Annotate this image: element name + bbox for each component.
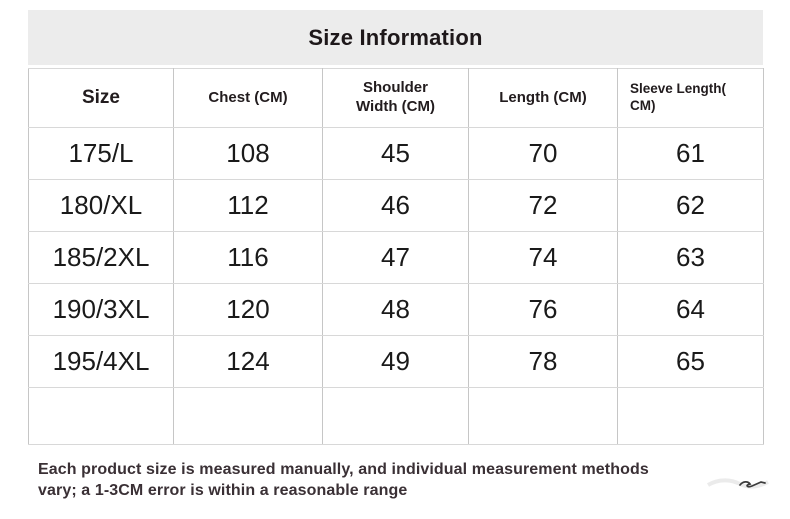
cell-chest: 124 <box>173 335 323 388</box>
cell-sleeve: 63 <box>617 231 764 284</box>
column-header-length: Length (CM) <box>468 68 618 128</box>
cell-chest: 112 <box>173 179 323 232</box>
size-table: Size Chest (CM) Shoulder Width (CM) Leng… <box>28 68 764 445</box>
cell-shoulder: 46 <box>322 179 469 232</box>
cell-chest <box>173 387 323 445</box>
cell-shoulder: 47 <box>322 231 469 284</box>
cell-size: 195/4XL <box>28 335 174 388</box>
title-bar: Size Information <box>28 10 763 65</box>
column-header-sleeve-length: Sleeve Length( CM) <box>617 68 764 128</box>
table-row-empty <box>28 387 764 445</box>
cell-length: 74 <box>468 231 618 284</box>
cell-sleeve: 64 <box>617 283 764 336</box>
table-row: 175/L 108 45 70 61 <box>28 127 764 180</box>
cell-sleeve: 62 <box>617 179 764 232</box>
cell-length: 76 <box>468 283 618 336</box>
cell-length: 72 <box>468 179 618 232</box>
cell-length: 78 <box>468 335 618 388</box>
cell-chest: 120 <box>173 283 323 336</box>
column-header-shoulder-width: Shoulder Width (CM) <box>322 68 469 128</box>
cell-size <box>28 387 174 445</box>
cell-sleeve: 65 <box>617 335 764 388</box>
cell-size: 180/XL <box>28 179 174 232</box>
cell-size: 185/2XL <box>28 231 174 284</box>
cell-length <box>468 387 618 445</box>
cell-size: 175/L <box>28 127 174 180</box>
cell-sleeve: 61 <box>617 127 764 180</box>
cell-shoulder: 49 <box>322 335 469 388</box>
cell-shoulder: 45 <box>322 127 469 180</box>
table-header-row: Size Chest (CM) Shoulder Width (CM) Leng… <box>28 68 764 128</box>
cell-sleeve <box>617 387 764 445</box>
column-header-chest: Chest (CM) <box>173 68 323 128</box>
cell-size: 190/3XL <box>28 283 174 336</box>
table-row: 195/4XL 124 49 78 65 <box>28 335 764 388</box>
page-title: Size Information <box>308 24 483 50</box>
cell-chest: 116 <box>173 231 323 284</box>
column-header-size: Size <box>28 68 174 128</box>
cell-shoulder <box>322 387 469 445</box>
table-row: 190/3XL 120 48 76 64 <box>28 283 764 336</box>
cell-length: 70 <box>468 127 618 180</box>
measurement-note-line1: Each product size is measured manually, … <box>38 461 649 478</box>
measurement-note-line2: vary; a 1-3CM error is within a reasonab… <box>38 482 408 499</box>
measurement-note: Each product size is measured manually, … <box>38 459 728 501</box>
cell-shoulder: 48 <box>322 283 469 336</box>
table-row: 180/XL 112 46 72 62 <box>28 179 764 232</box>
table-row: 185/2XL 116 47 74 63 <box>28 231 764 284</box>
cell-chest: 108 <box>173 127 323 180</box>
